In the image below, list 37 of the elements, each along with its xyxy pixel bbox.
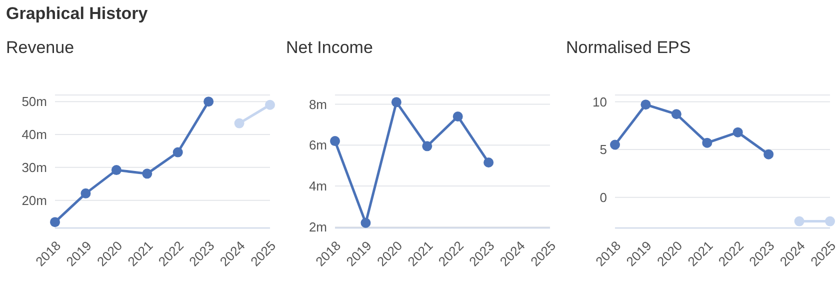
y-tick-label: 40m <box>22 127 47 142</box>
y-tick-label: 8m <box>308 96 327 112</box>
y-tick-label: 6m <box>308 138 327 153</box>
point <box>80 188 91 198</box>
chart-title: Net Income <box>286 38 373 58</box>
point <box>732 127 743 138</box>
point <box>50 217 60 228</box>
point <box>825 216 835 226</box>
point <box>391 97 402 108</box>
y-tick-label: 0 <box>600 190 607 205</box>
point <box>204 96 214 107</box>
point <box>794 216 804 226</box>
chart-title: Revenue <box>6 38 74 58</box>
y-tick-label: 30m <box>22 160 47 176</box>
y-tick-label: 50m <box>22 94 47 110</box>
point <box>610 140 620 150</box>
point <box>265 100 275 110</box>
point <box>172 147 183 158</box>
point <box>452 111 463 122</box>
point <box>330 136 340 146</box>
y-tick-label: 2m <box>308 220 327 235</box>
point <box>640 100 651 110</box>
point <box>702 138 712 148</box>
point <box>234 118 244 128</box>
text: Graphical History <box>6 4 148 24</box>
y-tick-label: 20m <box>22 192 47 208</box>
point <box>142 168 152 179</box>
y-tick-label: 5 <box>600 142 607 158</box>
point <box>484 158 494 168</box>
y-tick-label: 4m <box>308 178 327 194</box>
point <box>764 149 774 160</box>
chart-title: Normalised EPS <box>566 38 691 58</box>
point <box>671 109 682 120</box>
point <box>422 141 432 152</box>
point <box>360 218 371 228</box>
point <box>111 165 122 176</box>
y-tick-label: 10 <box>592 94 607 110</box>
